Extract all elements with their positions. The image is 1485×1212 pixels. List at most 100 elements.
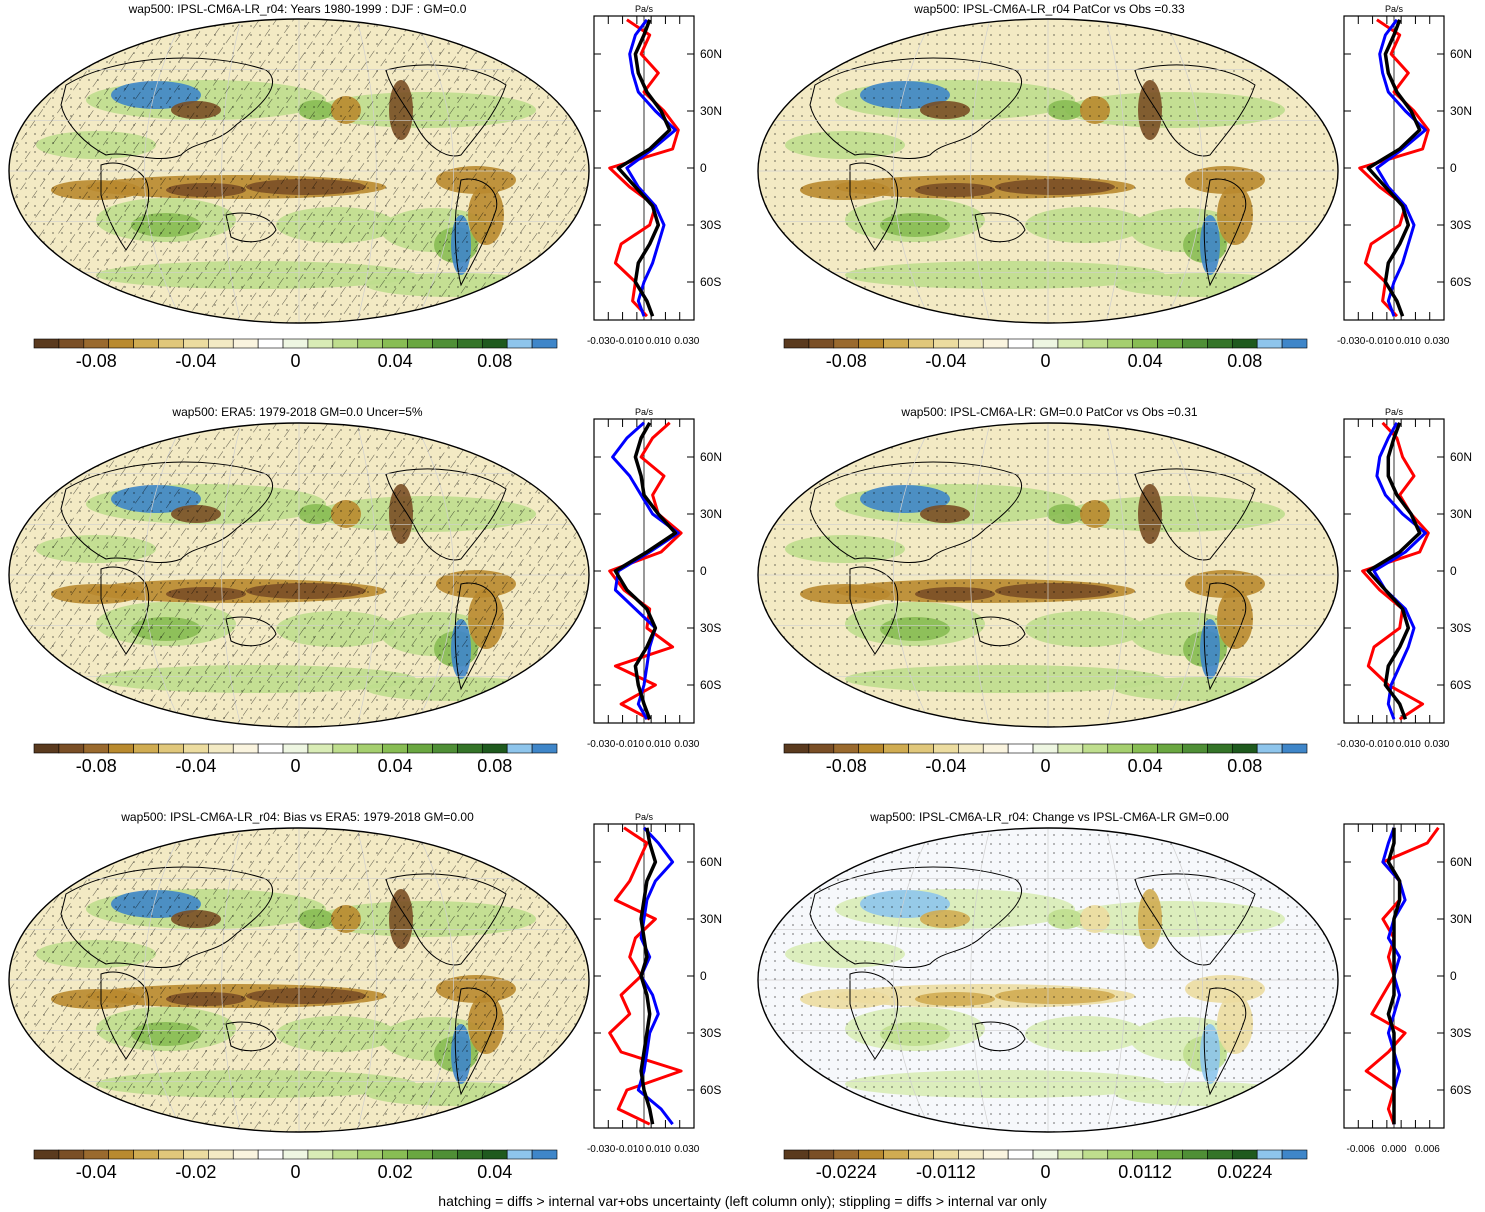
colorbar-swatch <box>1057 338 1084 349</box>
colorbar-swatch <box>282 338 309 349</box>
colorbar-swatch <box>332 338 359 349</box>
colorbar-label: 0.04 <box>477 1162 512 1182</box>
y-tick-label: 30N <box>1450 507 1472 521</box>
colorbar-label: 0 <box>1040 351 1050 371</box>
colorbar-swatch <box>1207 1149 1233 1160</box>
y-tick-label: 30S <box>1450 621 1471 635</box>
colorbar-swatch <box>858 1149 884 1160</box>
colorbar-swatch <box>1256 743 1283 754</box>
profile-line-model <box>1372 422 1427 720</box>
colorbar-swatch <box>1256 338 1283 349</box>
colorbar-swatch <box>158 338 184 349</box>
colorbar-swatch <box>1157 1149 1183 1160</box>
map-bias <box>8 827 590 1133</box>
colorbar-label: 0.04 <box>378 351 413 371</box>
x-tick-label: -0.030 <box>1337 336 1366 347</box>
colorbar-swatch <box>933 1149 959 1160</box>
map-era5 <box>8 422 590 728</box>
profile-line-mean <box>613 421 678 720</box>
x-tick-label: 0.010 <box>1396 336 1421 347</box>
x-tick-label: -0.010 <box>1366 336 1395 347</box>
colorbar-swatch <box>982 1149 1009 1160</box>
y-tick-label: 0 <box>1450 969 1457 983</box>
colorbar-swatch <box>531 1149 558 1160</box>
x-tick-label: -0.030 <box>587 336 616 347</box>
colorbar-swatch <box>332 743 359 754</box>
x-tick-label: 0.030 <box>1424 739 1449 750</box>
colorbar-swatch <box>257 743 284 754</box>
colorbar-swatch <box>232 338 259 349</box>
map-border <box>8 18 590 324</box>
colorbar-swatch <box>1107 743 1133 754</box>
y-tick-label: 30S <box>1450 1026 1471 1040</box>
colorbar-swatch <box>1107 1149 1133 1160</box>
colorbar-swatch <box>808 338 835 349</box>
colorbar-swatch <box>133 1149 159 1160</box>
x-tick-label: 0.030 <box>674 1144 699 1155</box>
hatching <box>9 423 589 727</box>
colorbar-swatch <box>432 1149 458 1160</box>
colorbar-swatch <box>457 338 483 349</box>
colorbar-label: 0 <box>290 756 300 776</box>
y-tick-label: 30S <box>700 218 721 232</box>
colorbar-swatch <box>933 743 959 754</box>
colorbar-swatch <box>481 1149 508 1160</box>
y-tick-label: 60N <box>1450 47 1472 61</box>
colorbar-swatch <box>282 743 309 754</box>
map-field <box>9 828 589 1132</box>
y-tick-label: 60S <box>700 1083 721 1097</box>
x-tick-label: -0.030 <box>587 739 616 750</box>
y-tick-label: 0 <box>700 564 707 578</box>
colorbar-label: 0.08 <box>477 756 512 776</box>
colorbar-swatch <box>1082 1149 1109 1160</box>
colorbar-swatch <box>908 338 934 349</box>
colorbar-model-clim: -0.08 -0.04 0 0.04 0.08 <box>783 743 1308 776</box>
colorbar-swatch <box>33 1149 60 1160</box>
colorbar-swatch <box>332 1149 359 1160</box>
colorbar-swatch <box>833 743 860 754</box>
colorbar-model-patcor: -0.08 -0.04 0 0.04 0.08 <box>783 338 1308 371</box>
colorbar-swatch <box>208 743 234 754</box>
colorbar-label: -0.02 <box>175 1162 216 1182</box>
colorbar-swatch <box>133 338 159 349</box>
colorbar-swatch <box>1082 338 1109 349</box>
colorbar-swatch <box>83 1149 110 1160</box>
panel-title: wap500: IPSL-CM6A-LR: GM=0.0 PatCor vs O… <box>901 405 1198 419</box>
colorbar-swatch <box>1057 743 1084 754</box>
colorbar-label: 0 <box>1040 1162 1050 1182</box>
colorbar-swatch <box>858 743 884 754</box>
x-tick-label: -0.030 <box>1337 739 1366 750</box>
y-tick-label: 0 <box>700 161 707 175</box>
colorbar-swatch <box>883 743 909 754</box>
colorbar-swatch <box>1107 338 1133 349</box>
y-tick-label: 0 <box>1450 564 1457 578</box>
y-tick-label: 0 <box>1450 161 1457 175</box>
colorbar-swatch <box>58 1149 85 1160</box>
profile-model-clim: Pa/s -0.030 -0.010 0.010 0.030 60N 30N 0 30S 60S <box>1337 407 1472 750</box>
colorbar-swatch <box>1132 743 1158 754</box>
colorbar-label: -0.04 <box>175 351 216 371</box>
map-change <box>757 827 1339 1133</box>
colorbar-swatch <box>133 743 159 754</box>
colorbar-swatch <box>407 338 433 349</box>
colorbar-swatch <box>257 1149 284 1160</box>
map-field <box>758 423 1338 727</box>
profile-line-mean <box>1366 19 1422 317</box>
colorbar-swatch <box>933 338 959 349</box>
colorbar-label: 0.08 <box>477 351 512 371</box>
colorbar-swatch <box>282 1149 309 1160</box>
stippling <box>758 828 1338 1132</box>
colorbar-label: -0.04 <box>175 756 216 776</box>
profile-bias: Pa/s -0.030 -0.010 0.010 0.030 60N 30N 0 30S 60S <box>587 812 722 1155</box>
colorbar-swatch <box>33 338 60 349</box>
colorbar-swatch <box>1182 1149 1208 1160</box>
colorbar-swatch <box>382 743 408 754</box>
colorbar-swatch <box>407 1149 433 1160</box>
profile-line-obs <box>1364 826 1440 1125</box>
colorbar-swatch <box>357 1149 383 1160</box>
colorbar-label: 0.04 <box>1128 351 1163 371</box>
x-tick-label: 0.010 <box>1396 739 1421 750</box>
panel-title: wap500: IPSL-CM6A-LR_r04: Years 1980-199… <box>128 2 467 16</box>
y-tick-label: 30N <box>700 912 722 926</box>
colorbar-swatch <box>208 338 234 349</box>
